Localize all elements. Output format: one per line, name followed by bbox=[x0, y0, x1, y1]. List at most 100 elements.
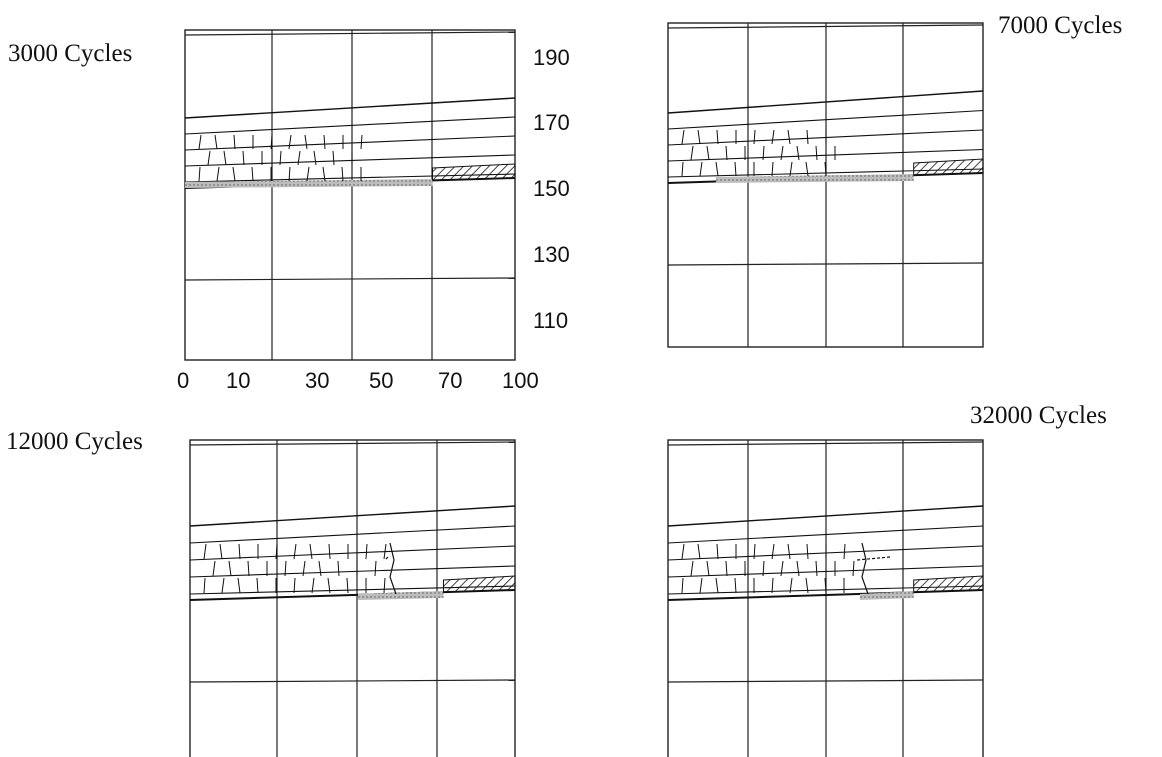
crack bbox=[815, 145, 818, 161]
crack bbox=[251, 166, 254, 182]
crack bbox=[233, 134, 236, 150]
x-tick-label: 0 bbox=[177, 368, 190, 393]
crack bbox=[716, 543, 719, 560]
hatched-block bbox=[913, 575, 984, 593]
y-tick-label: 130 bbox=[533, 242, 570, 267]
crack bbox=[337, 560, 340, 577]
crack bbox=[306, 166, 310, 182]
layer-line bbox=[667, 525, 984, 544]
crack bbox=[805, 161, 809, 177]
interlayer-debond bbox=[856, 556, 891, 561]
crack bbox=[284, 560, 287, 577]
y-tick-label: 170 bbox=[533, 110, 570, 135]
x-tick-label: 50 bbox=[369, 368, 394, 393]
damage-zone bbox=[358, 591, 444, 600]
layer-line bbox=[184, 97, 516, 119]
crack bbox=[699, 161, 703, 177]
crack bbox=[753, 129, 756, 145]
panel-frame bbox=[189, 439, 516, 757]
crack bbox=[762, 145, 765, 161]
crack bbox=[690, 145, 694, 161]
layer-line bbox=[184, 135, 516, 151]
panel-title-32000-cycles: 32000 Cycles bbox=[970, 402, 1107, 429]
crack bbox=[771, 577, 774, 594]
crack bbox=[270, 134, 273, 150]
crack bbox=[771, 543, 775, 560]
crack bbox=[198, 134, 202, 150]
crack bbox=[815, 560, 818, 577]
crack bbox=[681, 129, 685, 145]
panel-32000-cycles bbox=[667, 439, 984, 757]
crack bbox=[787, 129, 791, 145]
crack bbox=[824, 577, 827, 594]
crack bbox=[242, 150, 245, 166]
panel-3000-cycles bbox=[184, 29, 516, 361]
crack bbox=[843, 543, 846, 560]
crack bbox=[365, 543, 368, 560]
layer-line bbox=[667, 505, 984, 527]
layer-line bbox=[667, 565, 984, 578]
layer-line bbox=[667, 90, 984, 114]
y-tick-label: 150 bbox=[533, 176, 570, 201]
crack bbox=[328, 543, 331, 560]
panel-title-12000-cycles: 12000 Cycles bbox=[6, 428, 143, 455]
crack bbox=[341, 166, 344, 182]
layer-line bbox=[189, 565, 516, 578]
crack bbox=[716, 129, 719, 145]
crack bbox=[238, 543, 241, 560]
crack bbox=[275, 543, 278, 560]
crack bbox=[753, 543, 756, 560]
panel-7000-cycles bbox=[667, 22, 984, 348]
crack bbox=[706, 560, 710, 577]
crack bbox=[302, 560, 306, 577]
panel-12000-cycles bbox=[189, 439, 516, 757]
crack bbox=[697, 129, 701, 145]
crack bbox=[725, 145, 728, 161]
crack bbox=[221, 577, 225, 594]
crack bbox=[288, 134, 292, 150]
crack bbox=[288, 166, 291, 182]
crack bbox=[780, 145, 784, 161]
crack bbox=[228, 560, 232, 577]
x-tick-label: 70 bbox=[438, 368, 463, 393]
x-tick-label: 10 bbox=[226, 368, 251, 393]
crack bbox=[725, 560, 728, 577]
crack bbox=[805, 577, 809, 594]
crack bbox=[237, 577, 241, 594]
crack bbox=[311, 577, 315, 594]
crack bbox=[297, 150, 301, 166]
crack bbox=[771, 129, 775, 145]
crack bbox=[697, 543, 701, 560]
crack bbox=[313, 150, 317, 166]
interlayer-debond bbox=[384, 556, 389, 561]
crack bbox=[203, 577, 206, 594]
crack bbox=[360, 134, 363, 150]
crack bbox=[207, 150, 211, 166]
crack bbox=[256, 577, 259, 594]
crack bbox=[780, 560, 784, 577]
crack bbox=[279, 150, 282, 166]
x-tick-label: 30 bbox=[305, 368, 330, 393]
panel-title-3000-cycles: 3000 Cycles bbox=[8, 40, 133, 67]
crack bbox=[232, 166, 236, 182]
grid-line-horizontal bbox=[189, 679, 516, 683]
grid-line-horizontal bbox=[667, 679, 984, 683]
crack bbox=[789, 161, 793, 177]
crack bbox=[796, 145, 800, 161]
y-tick-label: 190 bbox=[533, 45, 570, 70]
layer-line bbox=[189, 525, 516, 544]
panel-frame bbox=[184, 29, 516, 361]
crack bbox=[852, 560, 855, 577]
crack bbox=[332, 150, 335, 166]
grid-line-horizontal bbox=[667, 262, 984, 266]
crack bbox=[198, 166, 201, 182]
hatched-block bbox=[913, 158, 984, 176]
top-boundary bbox=[189, 441, 516, 446]
crack bbox=[322, 166, 326, 182]
crack bbox=[681, 543, 685, 560]
crack bbox=[734, 161, 737, 177]
layer-line bbox=[184, 116, 516, 135]
crack bbox=[247, 560, 250, 577]
crack bbox=[304, 134, 308, 150]
crack bbox=[789, 577, 793, 594]
